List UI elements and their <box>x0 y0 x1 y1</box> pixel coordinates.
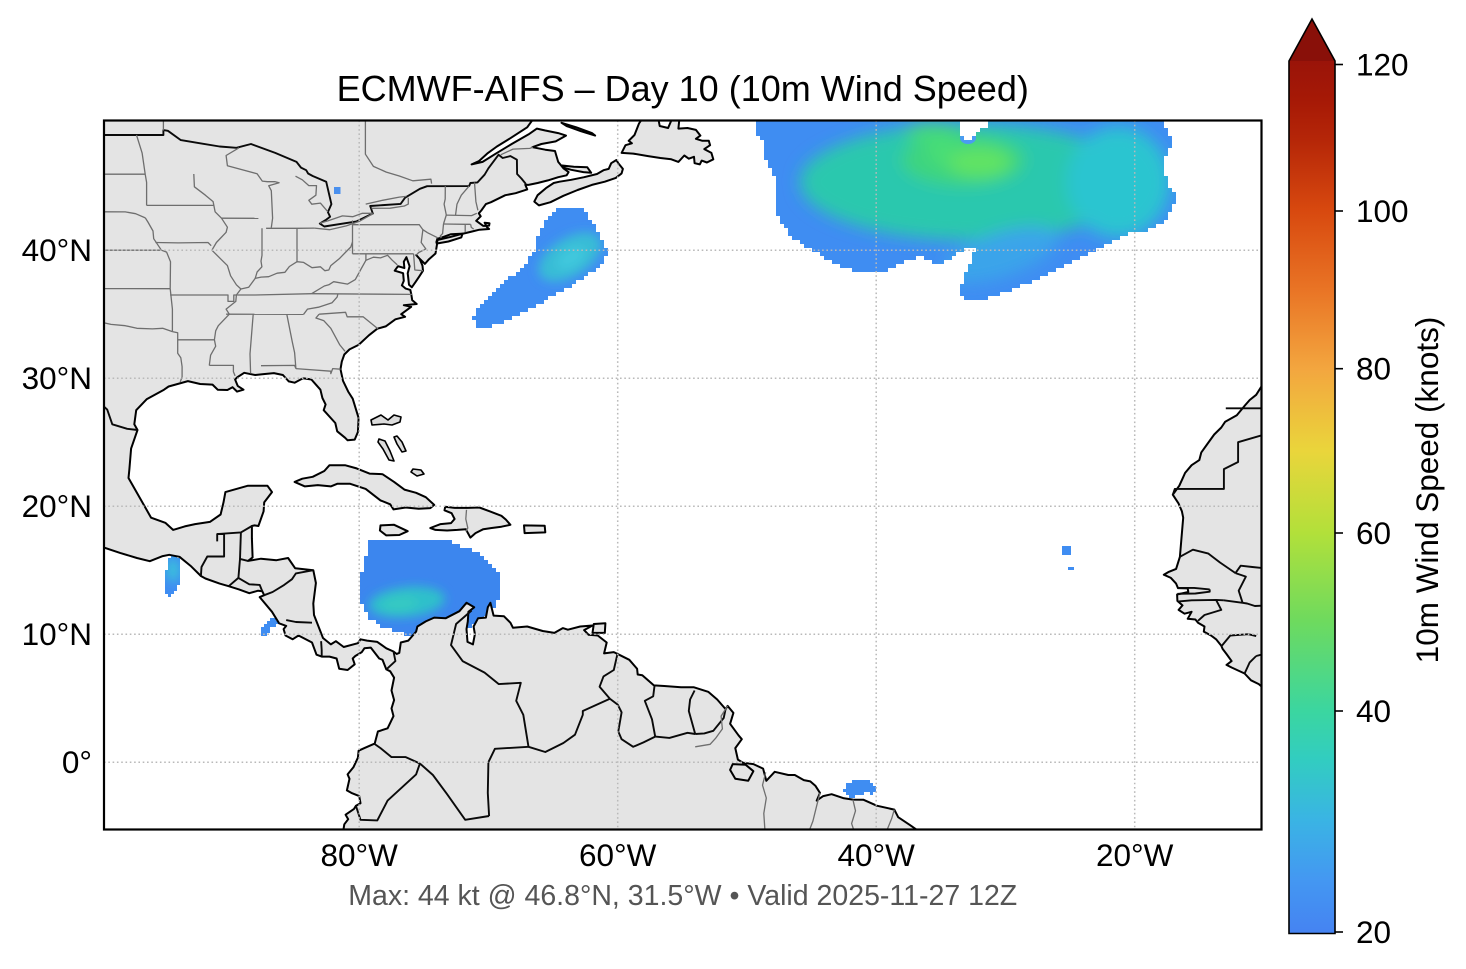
svg-text:80: 80 <box>1356 351 1391 387</box>
svg-text:60°W: 60°W <box>579 837 657 873</box>
svg-text:20°W: 20°W <box>1096 837 1174 873</box>
svg-text:10m Wind Speed (knots): 10m Wind Speed (knots) <box>1409 317 1445 664</box>
svg-text:20: 20 <box>1356 914 1391 950</box>
svg-text:40°W: 40°W <box>838 837 916 873</box>
svg-text:40°N: 40°N <box>22 232 92 268</box>
svg-text:20°N: 20°N <box>22 488 92 524</box>
svg-text:10°N: 10°N <box>22 616 92 652</box>
svg-text:120: 120 <box>1356 47 1409 83</box>
svg-text:Max: 44 kt @ 46.8°N, 31.5°W •: Max: 44 kt @ 46.8°N, 31.5°W • Valid 2025… <box>348 880 1017 912</box>
svg-text:60: 60 <box>1356 515 1391 551</box>
svg-text:40: 40 <box>1356 693 1391 729</box>
svg-text:0°: 0° <box>62 744 92 780</box>
svg-text:30°N: 30°N <box>22 360 92 396</box>
svg-text:100: 100 <box>1356 193 1409 229</box>
svg-text:ECMWF-AIFS – Day 10 (10m Wind: ECMWF-AIFS – Day 10 (10m Wind Speed) <box>337 68 1029 109</box>
svg-text:80°W: 80°W <box>321 837 399 873</box>
